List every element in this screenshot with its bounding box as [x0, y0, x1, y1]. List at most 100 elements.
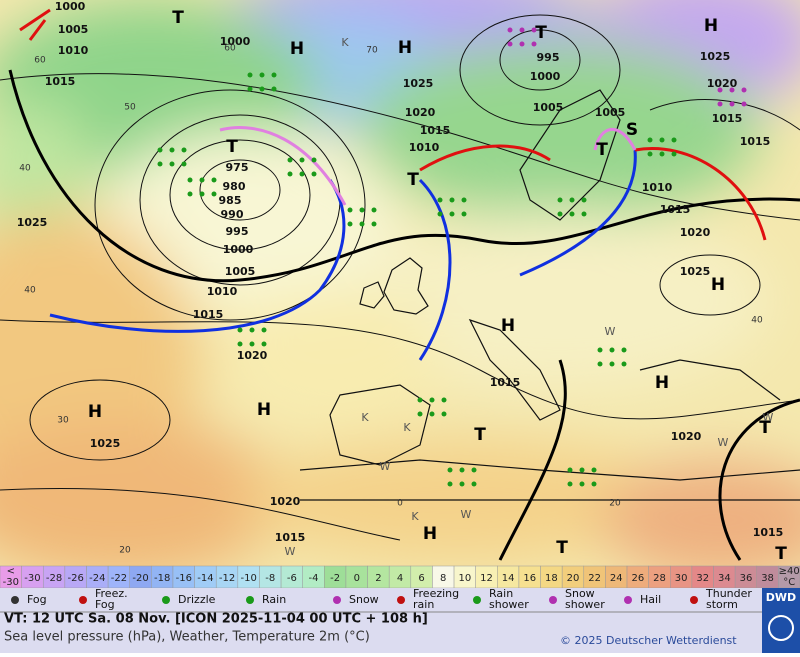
precip-dot — [299, 171, 305, 177]
precip-dot — [347, 221, 353, 227]
precip-dot — [659, 137, 665, 143]
pressure-center: H — [290, 39, 304, 59]
legend-icon — [549, 596, 557, 604]
precip-dot — [609, 361, 615, 367]
precip-dot — [461, 197, 467, 203]
scale-label: -10 — [240, 573, 256, 584]
legend-label: Fog — [95, 598, 115, 611]
precip-dot — [519, 27, 525, 33]
pressure-label: 980 — [223, 180, 246, 193]
precip-dot — [557, 197, 563, 203]
grid-label: 60 — [224, 44, 236, 54]
precip-dot — [591, 467, 597, 473]
precip-dot — [259, 86, 265, 92]
scale-label: -28 — [46, 573, 62, 584]
legend-label: Drizzle — [178, 593, 216, 606]
precip-dot — [199, 177, 205, 183]
fronts — [19, 8, 767, 361]
precip-dot — [187, 177, 193, 183]
precip-dot — [199, 191, 205, 197]
pressure-label: 1010 — [409, 141, 440, 154]
precip-dot — [569, 211, 575, 217]
precip-dot — [157, 161, 163, 167]
scale-label: 34 — [718, 573, 731, 584]
precip-dot — [311, 157, 317, 163]
pressure-label: 995 — [537, 51, 560, 64]
pressure-label: 1015 — [660, 203, 691, 216]
pressure-label: 1015 — [753, 526, 784, 539]
scale-label: 32 — [696, 573, 709, 584]
legend-label: Snow — [565, 587, 595, 600]
precip-dot — [311, 171, 317, 177]
weather-letter: K — [403, 421, 411, 434]
scale-label: 22 — [588, 573, 601, 584]
legend-icon — [397, 596, 405, 604]
scale-label: 36 — [740, 573, 753, 584]
precip-dot — [609, 347, 615, 353]
precip-dot — [717, 87, 723, 93]
precip-dot — [247, 72, 253, 78]
pressure-center: S — [626, 120, 638, 140]
pressure-label: 1005 — [225, 265, 256, 278]
precip-dot — [429, 411, 435, 417]
scale-label: 12 — [480, 573, 493, 584]
precip-dot — [729, 87, 735, 93]
precip-dot — [569, 197, 575, 203]
legend-label: Hail — [640, 593, 661, 606]
coastlines — [299, 89, 800, 501]
pressure-label: 1025 — [680, 265, 711, 278]
pressure-center: H — [704, 16, 718, 36]
precip-dot — [659, 151, 665, 157]
precip-dot — [647, 151, 653, 157]
pressure-label: 1020 — [405, 106, 436, 119]
pressure-label: 1015 — [420, 124, 451, 137]
pressure-label: 1020 — [237, 349, 268, 362]
precip-dot — [647, 137, 653, 143]
pressure-label: 1010 — [207, 285, 238, 298]
legend-icon — [333, 596, 341, 604]
precip-dot — [359, 207, 365, 213]
precip-dot — [417, 397, 423, 403]
precip-dot — [261, 341, 267, 347]
legend-icon — [79, 596, 87, 604]
pressure-label: 1025 — [17, 216, 48, 229]
legend-icon — [624, 596, 632, 604]
legend-label: Freez. — [95, 587, 128, 600]
scale-label: -18 — [154, 573, 170, 584]
precip-dot — [671, 151, 677, 157]
pressure-label: 1015 — [712, 112, 743, 125]
precip-dot — [247, 86, 253, 92]
scale-label: 14 — [502, 573, 515, 584]
weather-letter: K — [411, 510, 419, 523]
legend-label: shower — [565, 598, 605, 611]
legend-icon — [473, 596, 481, 604]
precip-dot — [187, 191, 193, 197]
scale-label: 0 — [354, 573, 360, 584]
pressure-label: 1015 — [275, 531, 306, 544]
precip-dot — [471, 481, 477, 487]
temperature-field — [0, 0, 800, 566]
scale-label: 24 — [610, 573, 623, 584]
precip-dot — [371, 221, 377, 227]
precip-dot — [447, 467, 453, 473]
scale-label: -24 — [89, 573, 105, 584]
scale-label: -26 — [68, 573, 84, 584]
legend-label: storm — [706, 598, 738, 611]
precip-dot — [507, 41, 513, 47]
precip-dot — [621, 347, 627, 353]
pressure-label: 985 — [219, 194, 242, 207]
weather-letter: W — [763, 411, 774, 424]
precip-dot — [249, 327, 255, 333]
precip-dot — [371, 207, 377, 213]
scale-label: 10 — [458, 573, 471, 584]
precip-dot — [717, 101, 723, 107]
pressure-label: 1010 — [58, 44, 89, 57]
precip-dot — [437, 197, 443, 203]
precip-dot — [211, 191, 217, 197]
precip-dot — [531, 27, 537, 33]
copyright: © 2025 Deutscher Wetterdienst — [560, 634, 737, 647]
scale-label: -8 — [265, 573, 275, 584]
precip-dot — [579, 467, 585, 473]
precip-dot — [621, 361, 627, 367]
pressure-label: 1000 — [530, 70, 561, 83]
